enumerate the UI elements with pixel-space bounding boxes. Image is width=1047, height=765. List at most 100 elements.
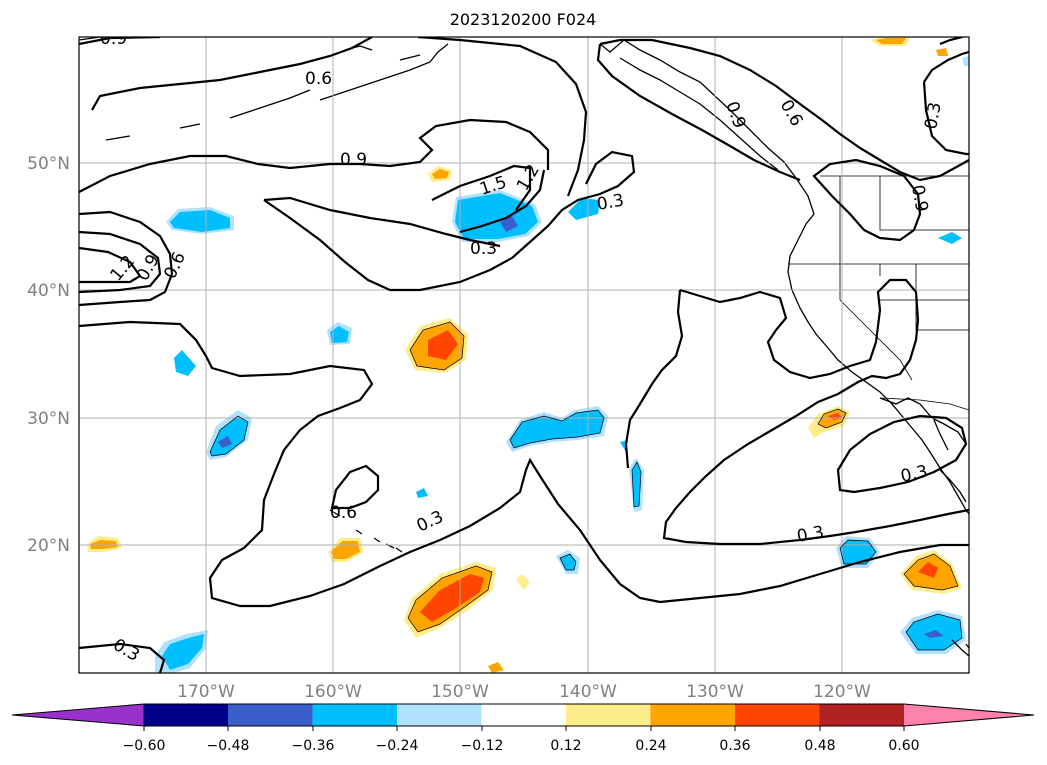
anomaly-fill (500, 216, 518, 232)
contour-label: 0.9 (340, 150, 367, 170)
colorbar-tick-label: −0.60 (123, 738, 166, 754)
border-states (788, 176, 969, 381)
coastline-hawaii (329, 509, 403, 553)
anomaly-fill (924, 630, 944, 638)
contour-line (79, 246, 142, 284)
contour-label: 0.3 (595, 191, 625, 215)
fill-outline (407, 565, 493, 633)
anomaly-fill (162, 634, 204, 670)
anomaly-fill (510, 410, 604, 448)
contour-label: 0.3 (921, 101, 945, 131)
lat-label: 20°N (27, 536, 70, 556)
contour-line (922, 50, 969, 156)
fill-outline (817, 408, 847, 429)
anomaly-fill (568, 198, 600, 220)
anomaly-fill (918, 562, 938, 578)
fill-outline (839, 539, 877, 565)
colorbar-tick-label: 0.48 (804, 738, 835, 754)
contour-line (79, 320, 969, 608)
contour-label: 0.3 (795, 523, 825, 547)
anomaly-fill (170, 210, 230, 232)
contour-line (79, 210, 174, 307)
contour-line (330, 464, 380, 510)
colorbar-tick-label: −0.12 (461, 738, 504, 754)
colorbar-segment (904, 704, 1034, 726)
fill-outline (631, 461, 642, 508)
anomaly-fill (330, 326, 349, 343)
contour-lines (79, 37, 969, 673)
colorbar-segment (650, 704, 736, 726)
lat-label: 40°N (27, 281, 70, 301)
fill-outline (903, 553, 959, 591)
contour-line (459, 169, 546, 234)
border-us-mexico (879, 397, 969, 411)
anomaly-fill (962, 56, 969, 66)
longitude-labels: 170°W 160°W 150°W 140°W 130°W 120°W (177, 682, 871, 702)
contour-label: 0.6 (330, 503, 357, 523)
gridlines (79, 37, 969, 673)
contour-label: 0.3 (470, 239, 497, 259)
contour-label: 0.9 (907, 183, 931, 213)
lon-label: 130°W (686, 682, 744, 702)
anomaly-fill (936, 48, 948, 56)
coastline-north-america (787, 213, 969, 515)
colorbar-segment (143, 704, 229, 726)
colorbar-tick-label: 0.60 (888, 738, 919, 754)
colorbar-segment (397, 704, 482, 726)
contour-label: 0.9 (100, 29, 127, 49)
anomaly-fill (840, 540, 876, 564)
contour-line (79, 230, 162, 294)
anomaly-fill (210, 416, 248, 456)
fill-outline (209, 415, 249, 457)
contour-line (599, 38, 969, 182)
lat-label: 50°N (27, 154, 70, 174)
lat-label: 30°N (27, 409, 70, 429)
anomaly-fill (174, 350, 196, 376)
contour-line (79, 118, 550, 193)
colorbar: −0.60 −0.48 −0.36 −0.24 −0.12 0.12 0.24 … (11, 703, 1035, 754)
colorbar-tick-label: 0.24 (635, 738, 666, 754)
contour-line (596, 43, 801, 182)
contour-line (624, 278, 969, 546)
figure-title: 2023120200 F024 (450, 10, 597, 29)
anomaly-fill (876, 38, 906, 44)
anomaly-fills (87, 37, 969, 673)
fill-outline (409, 321, 465, 371)
anomaly-fill (516, 574, 530, 590)
contour-line (939, 37, 963, 46)
colorbar-segment (481, 704, 567, 726)
contour-line (263, 150, 636, 292)
colorbar-segment (735, 704, 820, 726)
contour-line (91, 37, 588, 197)
contour-label: 0.6 (305, 69, 332, 89)
map-frame (78, 36, 970, 674)
colorbar-segment (566, 704, 651, 726)
colorbar-segment (819, 704, 905, 726)
anomaly-fill (632, 462, 641, 507)
colorbar-segment (228, 704, 313, 726)
fill-outline (905, 613, 963, 651)
fill-outline (559, 553, 577, 571)
colorbar-tick-label: −0.36 (292, 738, 335, 754)
lon-label: 150°W (431, 682, 489, 702)
colorbar-tick-label: −0.48 (207, 738, 250, 754)
fill-outline (509, 409, 605, 449)
colorbar-tick-label: 0.36 (719, 738, 750, 754)
lon-label: 120°W (813, 682, 871, 702)
anomaly-fill (488, 662, 504, 673)
contour-line (431, 164, 532, 211)
anomaly-fill (428, 330, 458, 360)
colorbar-segment (12, 704, 144, 726)
contour-line (79, 642, 166, 673)
colorbar-tick-label: 0.12 (550, 738, 581, 754)
lon-label: 160°W (304, 682, 362, 702)
state-borders (788, 175, 969, 411)
colorbar-segment (312, 704, 398, 726)
anomaly-fill (420, 574, 484, 622)
lon-label: 170°W (177, 682, 235, 702)
anomaly-fill (938, 232, 962, 244)
anomaly-fill (432, 169, 449, 179)
contour-line (812, 158, 922, 242)
map-area: 0.9 0.6 0.9 1.5 1.2 0.3 0.3 1.2 0.9 0.6 … (79, 29, 969, 673)
